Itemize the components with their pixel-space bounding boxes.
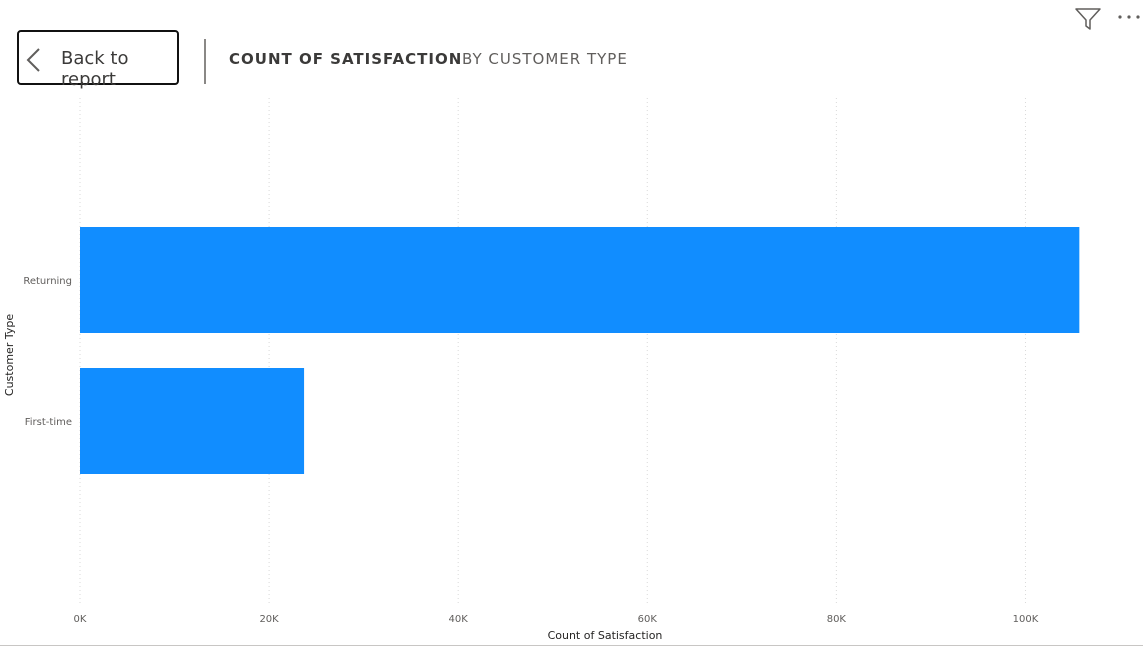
bar-returning [80,227,1080,333]
x-tick-label: 100K [1013,614,1039,625]
x-tick-label: 60K [638,614,658,625]
header-divider [204,39,206,84]
back-to-report-button[interactable]: Back to report [17,30,179,90]
x-tick-label: 80K [827,614,847,625]
x-tick-label: 0K [74,614,87,625]
filter-icon[interactable] [1075,7,1101,31]
bar-first-time [80,368,305,474]
y-tick-label: Returning [23,276,72,287]
y-axis-title: Customer Type [3,314,16,396]
more-options-icon[interactable] [1116,10,1142,24]
chart-subtitle: BY CUSTOMER TYPE [462,50,628,68]
chevron-left-icon [26,48,40,72]
x-tick-label: 20K [259,614,279,625]
bar-chart: 0K 20K 40K 60K 80K 100K Returning First-time Cou… [3,98,1080,642]
back-button-label: Back to report [61,48,129,90]
y-tick-label: First-time [25,417,72,428]
chart-title: COUNT OF SATISFACTION [229,50,463,68]
bottom-border [0,645,1143,646]
x-axis-title: Count of Satisfaction [548,629,663,642]
x-tick-label: 40K [449,614,469,625]
